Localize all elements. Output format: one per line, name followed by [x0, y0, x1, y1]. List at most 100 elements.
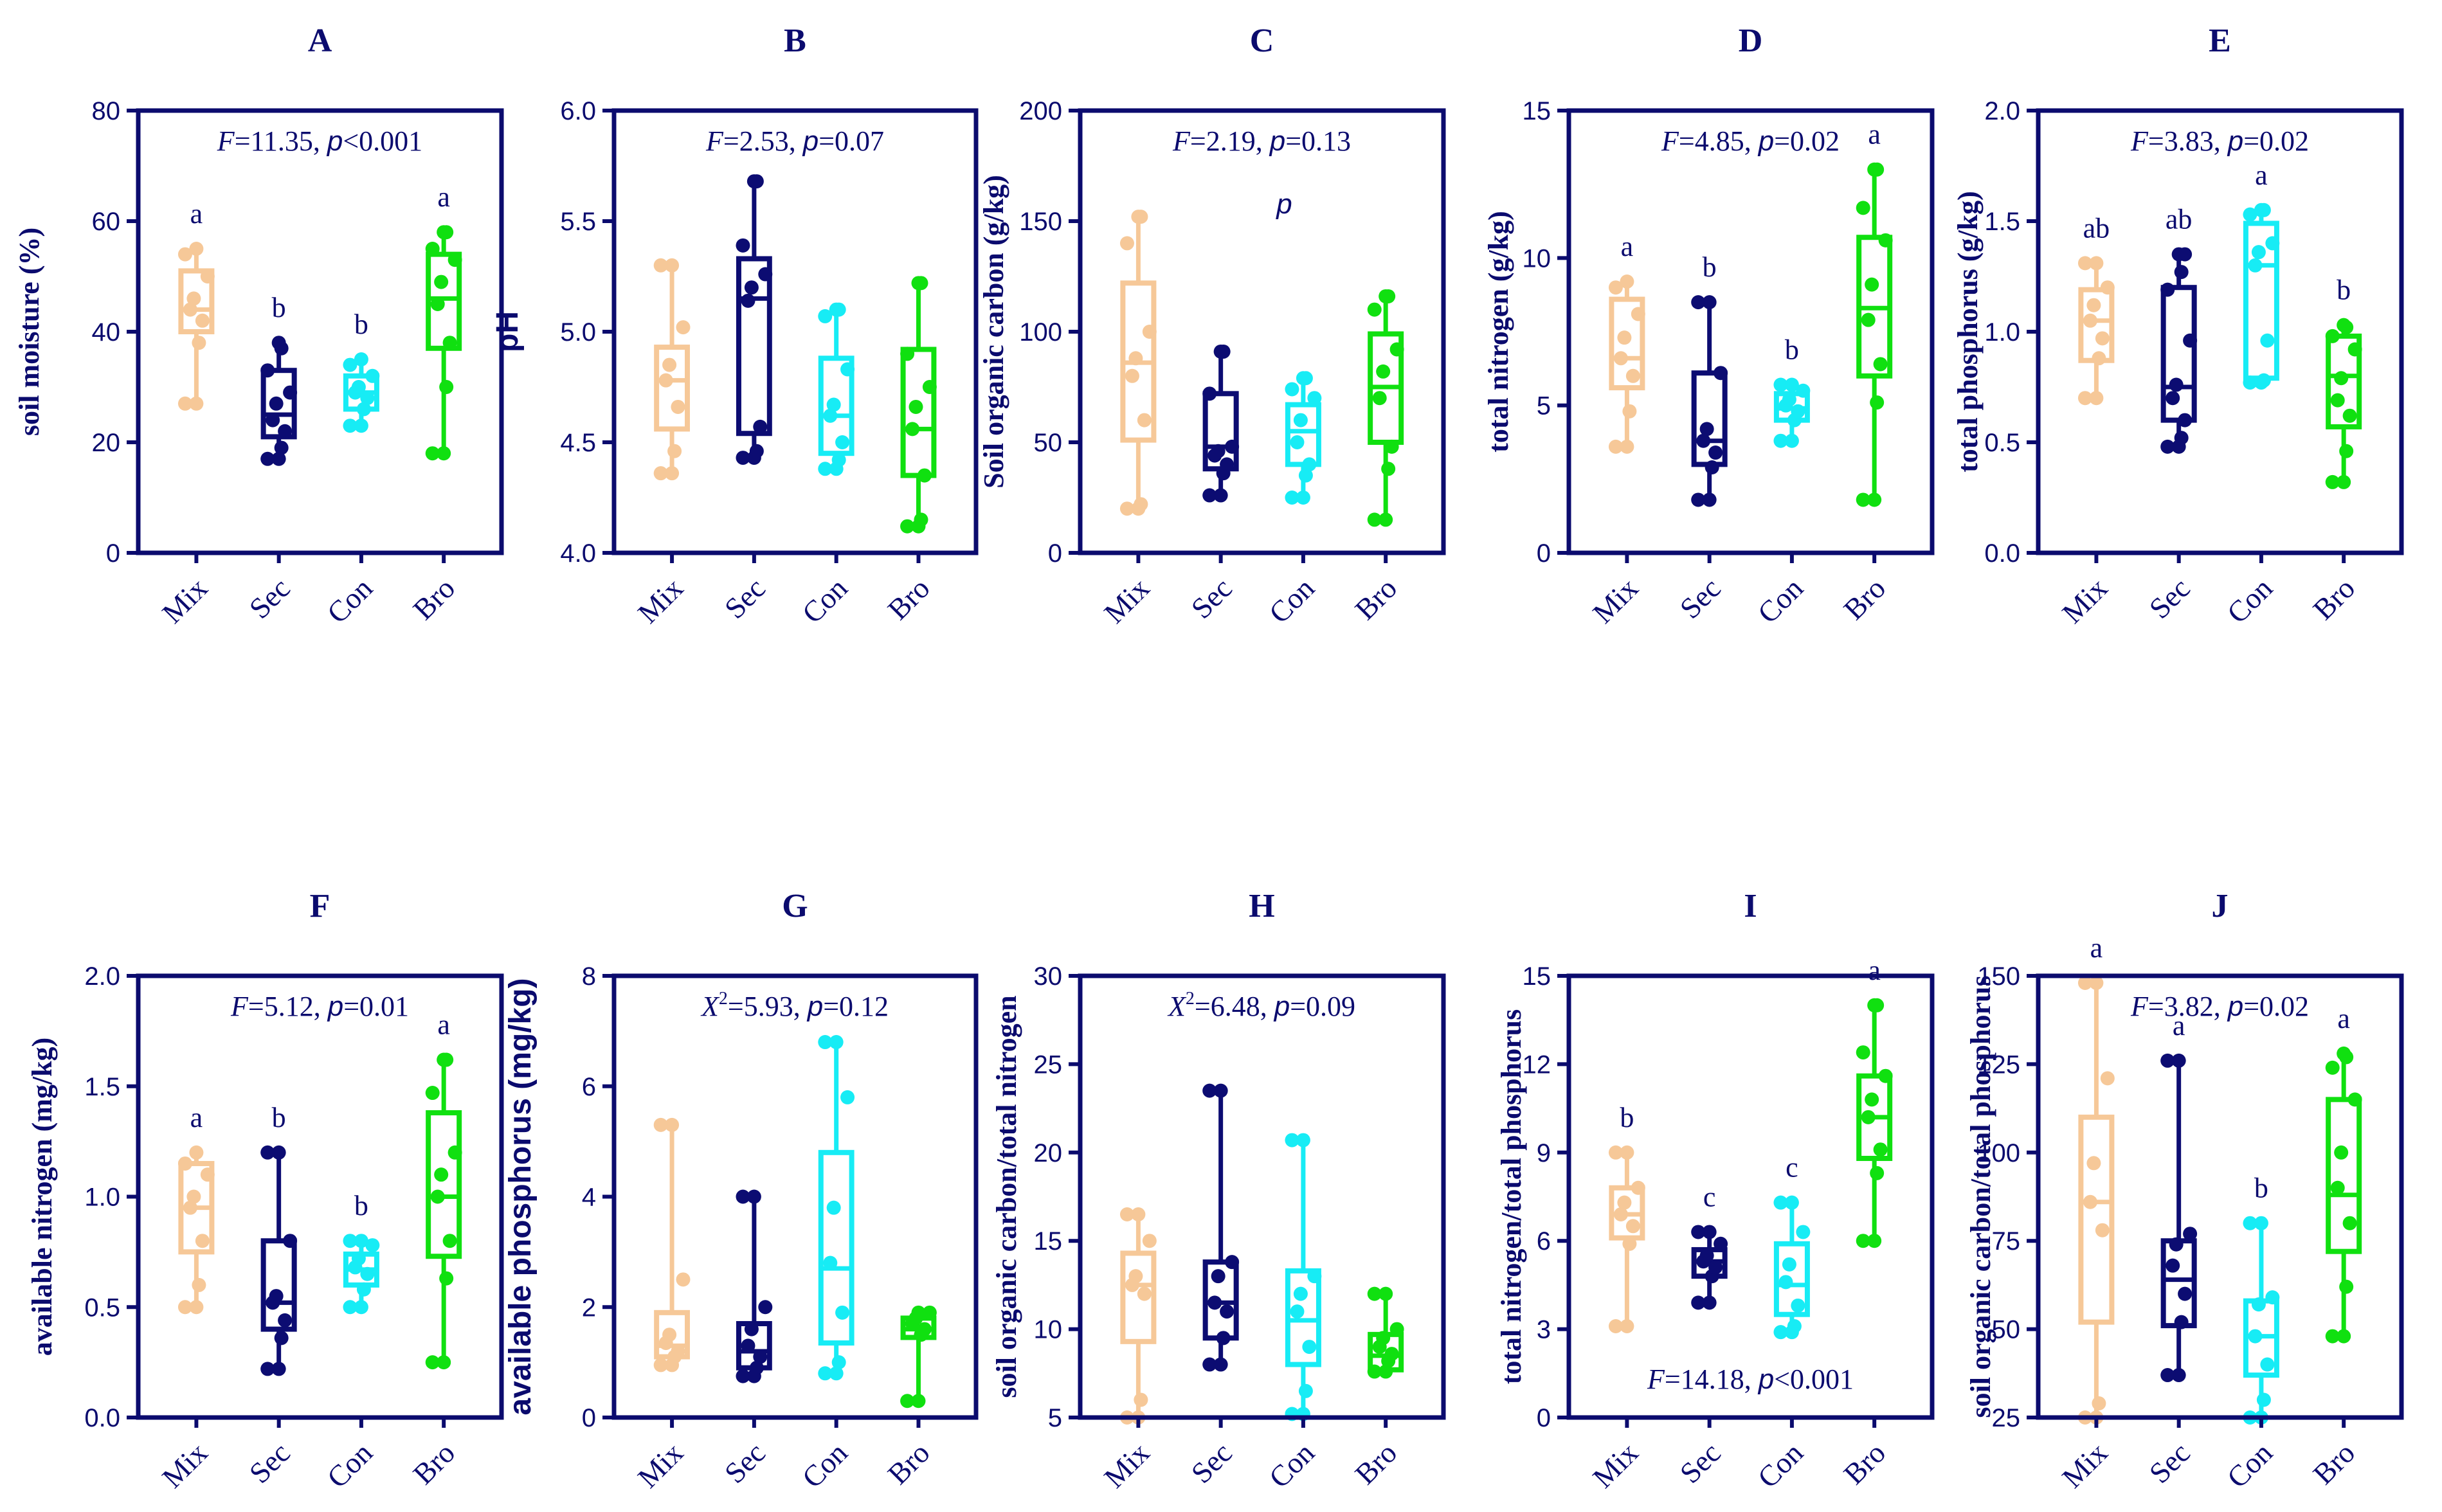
data-point [1861, 312, 1876, 327]
y-tick-label: 10 [1034, 1316, 1063, 1344]
box-con: b [2243, 1173, 2280, 1425]
data-point [278, 424, 293, 438]
data-point [2095, 1223, 2110, 1238]
data-point [1128, 1269, 1143, 1284]
data-point [2083, 1194, 2097, 1209]
data-point [354, 1234, 368, 1248]
x-tick-label: Sec [1674, 1436, 1727, 1490]
data-point [840, 1090, 855, 1104]
data-point [195, 313, 210, 328]
data-point [2334, 1145, 2349, 1160]
data-point [1620, 439, 1634, 454]
x-tick-label: Mix [1586, 1436, 1644, 1494]
data-point [2243, 1216, 2257, 1230]
box-con [1285, 1133, 1322, 1421]
significance-letter: a [1868, 955, 1881, 986]
plot-frame [1566, 973, 1935, 1420]
data-point [1784, 377, 1799, 392]
data-point [1878, 1068, 1893, 1083]
y-tick-label: 0 [1048, 539, 1062, 568]
data-point [2325, 1060, 2340, 1075]
significance-letter: b [354, 309, 368, 340]
x-tick-label: Con [1263, 572, 1321, 629]
data-point [1285, 382, 1299, 397]
data-point [430, 1189, 445, 1204]
box-bro: b [2325, 274, 2362, 489]
data-point [365, 1238, 380, 1253]
data-point [1870, 1166, 1885, 1180]
box-iqr [2326, 333, 2362, 429]
data-point [343, 419, 357, 433]
data-point [1702, 492, 1717, 507]
data-point [1865, 1092, 1879, 1107]
significance-letter: b [272, 1102, 286, 1133]
y-tick-label: 0.5 [84, 1293, 120, 1322]
data-point [746, 174, 761, 189]
data-point [1220, 1304, 1235, 1319]
y-tick-label: 2.0 [1984, 97, 2020, 125]
box-iqr [178, 268, 215, 334]
y-tick-label: 12 [1523, 1050, 1551, 1079]
data-point [2337, 1046, 2351, 1061]
data-point [1367, 1286, 1382, 1301]
y-tick-label: 2 [582, 1293, 596, 1322]
panel-title: G [782, 888, 808, 924]
data-point [1856, 492, 1870, 507]
data-point [1131, 501, 1146, 516]
y-axis-label: soil moisture (%) [14, 228, 45, 436]
data-point [741, 1338, 755, 1353]
box-bro: a [1856, 119, 1893, 507]
y-tick-label: 0 [1537, 539, 1551, 568]
panel-title: E [2209, 22, 2231, 59]
data-point [818, 462, 833, 476]
data-point [1791, 1298, 1805, 1313]
box-sec: c [1691, 1181, 1728, 1310]
x-tick-label: Mix [2056, 1436, 2113, 1494]
box-bro [900, 276, 937, 534]
data-point [1225, 439, 1240, 454]
data-point [917, 468, 932, 483]
data-point [1307, 1269, 1322, 1284]
data-point [2077, 391, 2092, 406]
data-point [1213, 1357, 1228, 1372]
data-point [1708, 1260, 1723, 1275]
data-point [665, 258, 680, 273]
data-point [2260, 333, 2275, 348]
data-point [2077, 975, 2092, 990]
data-point [1134, 1392, 1148, 1407]
data-point [351, 1251, 366, 1266]
panel-title: H [1249, 888, 1274, 924]
significance-letter: ab [2166, 204, 2193, 235]
data-point [271, 1145, 286, 1160]
data-point [2171, 439, 2186, 454]
data-point [1773, 1325, 1788, 1340]
data-point [1705, 460, 1719, 474]
data-point [1620, 274, 1634, 289]
y-tick-label: 200 [1019, 97, 1062, 125]
y-tick-label: 0 [106, 539, 120, 568]
data-point [744, 280, 759, 295]
data-point [437, 1052, 451, 1067]
data-point [1856, 1234, 1870, 1248]
data-point [829, 1366, 844, 1381]
data-point [1856, 1045, 1870, 1060]
panel-title: A [308, 22, 332, 59]
data-point [2334, 371, 2349, 386]
data-point [1137, 1286, 1152, 1301]
data-point [1865, 277, 1879, 292]
x-tick-label: Con [795, 572, 853, 629]
data-point [1384, 1347, 1399, 1362]
data-point [1867, 162, 1882, 177]
box-mix [1119, 1207, 1157, 1425]
data-point [2169, 1237, 2184, 1252]
data-point [200, 1167, 215, 1182]
data-point [2089, 391, 2104, 406]
data-point [2325, 328, 2340, 343]
data-point [192, 1277, 206, 1292]
significance-letter: a [2337, 1003, 2350, 1034]
x-tick-label: Bro [882, 572, 936, 626]
data-point [425, 242, 440, 256]
